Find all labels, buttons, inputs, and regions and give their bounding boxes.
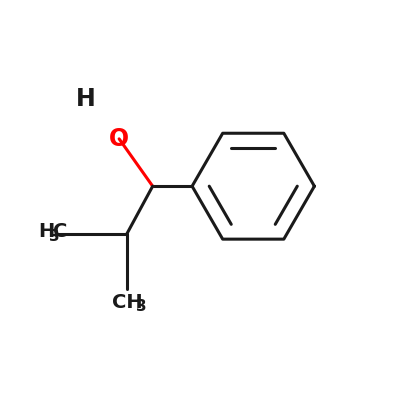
Text: 3: 3 [136,299,146,314]
Text: 3: 3 [49,229,60,244]
Text: O: O [109,127,129,151]
Text: CH: CH [112,293,142,312]
Text: H: H [76,88,96,112]
Text: H: H [38,222,54,241]
Text: C: C [54,222,68,241]
